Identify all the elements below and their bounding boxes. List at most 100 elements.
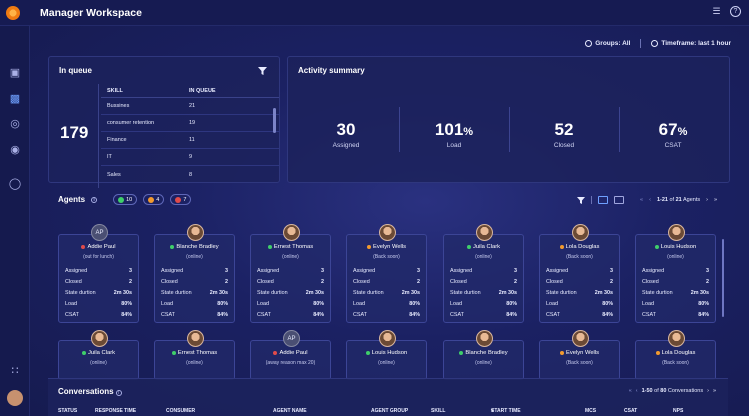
online-count-pill[interactable]: 10 [113, 194, 138, 205]
metric-label: Closed [642, 279, 659, 286]
column-consumer[interactable]: CONSUMER [166, 408, 196, 414]
queue-table-header: SKILL IN QUEUE [101, 84, 279, 98]
avatar [476, 224, 493, 241]
column-agent-name[interactable]: AGENT NAME [273, 408, 307, 414]
metric-label: Closed [546, 279, 563, 286]
team-icon[interactable]: ◉ [10, 143, 20, 156]
prev-page-icon[interactable]: ‹ [635, 388, 638, 394]
profile-icon[interactable]: ◯ [8, 177, 22, 190]
table-row[interactable]: Finance 11 [101, 132, 279, 149]
agent-card[interactable]: Lola Douglas (Back soon) Assigned 3 Closed 2 S… [539, 224, 620, 323]
metric-value: 84% [313, 311, 324, 318]
next-page-icon[interactable]: › [707, 388, 709, 394]
avatar [476, 330, 493, 347]
metric-value: 80% [217, 300, 228, 307]
info-icon[interactable]: i [115, 390, 122, 396]
agent-name-text: Blanche Bradley [465, 350, 508, 356]
status-icon [81, 351, 86, 355]
agent-card[interactable]: Lola Douglas (Back soon) [635, 330, 716, 380]
queue-scrollbar[interactable] [273, 108, 276, 133]
groups-filter[interactable]: Groups: All [585, 40, 630, 47]
stat-csat: 67% CSAT [658, 120, 688, 149]
agent-card[interactable]: Blanche Bradley (online) [443, 330, 524, 380]
online-status-icon [118, 196, 125, 203]
avatar: AP [283, 330, 300, 347]
column-mcs[interactable]: MCS [585, 408, 597, 414]
agent-card[interactable]: Ernest Thomas (online) [154, 330, 235, 380]
metric-value: 80% [409, 300, 420, 307]
agent-card[interactable]: AP Addie Paul (out for lunch) Assigned 3 Clos… [58, 224, 139, 323]
table-row[interactable]: Bussines 21 [101, 98, 279, 115]
metric-label: State durtion [65, 289, 96, 296]
metric-row: Load 80% [65, 298, 132, 309]
agent-card[interactable]: Blanche Bradley (online) Assigned 3 Closed 2 S… [154, 224, 235, 323]
agent-name: Juila Clark [444, 244, 523, 250]
agent-metrics: Assigned 3 Closed 2 State durtion 2m 30s Load 8… [450, 266, 517, 320]
notifications-icon[interactable]: ☰ [712, 6, 721, 16]
metric-row: Assigned 3 [257, 266, 324, 277]
next-page-icon[interactable]: › [706, 197, 708, 203]
away-count-pill[interactable]: 4 [143, 194, 165, 205]
last-page-icon[interactable]: » [713, 197, 717, 203]
agent-card[interactable]: AP Addie Paul (away reason max 20) [250, 330, 331, 380]
conversations-pager: « ‹ 1-50 of 80 Conversations › » [628, 388, 716, 394]
filter-icon[interactable] [258, 67, 267, 75]
agent-status: (Back soon) [566, 254, 593, 260]
agent-card[interactable]: Juila Clark (online) Assigned 3 Closed 2 State… [443, 224, 524, 323]
avatar [91, 330, 108, 347]
metric-row: CSAT 84% [65, 309, 132, 320]
card-view-icon[interactable] [598, 196, 609, 204]
agent-card[interactable]: Evelyn Wells (Back soon) Assigned 3 Closed 2 S… [346, 224, 427, 323]
filter-icon[interactable] [577, 196, 586, 204]
analytics-icon[interactable]: ▩ [9, 92, 21, 105]
app-logo [6, 5, 20, 20]
metric-label: Load [161, 300, 173, 307]
agent-name: Lola Douglas [540, 244, 619, 250]
metric-value: 3 [321, 268, 324, 275]
agent-card[interactable]: Juila Clark (online) [58, 330, 139, 380]
agent-name: Louis Hudson [636, 244, 715, 250]
table-row[interactable]: consumer retention 19 [101, 115, 279, 132]
table-row[interactable]: IT 9 [101, 149, 279, 166]
agent-card[interactable]: Evelyn Wells (Back soon) [539, 330, 620, 380]
metric-row: Assigned 3 [642, 266, 709, 277]
metric-label: Load [257, 300, 269, 307]
apps-grid-icon[interactable]: ∷ [11, 364, 19, 377]
column-agent-group[interactable]: AGENT GROUP [371, 408, 409, 414]
column-skill[interactable]: SKILL [431, 408, 446, 414]
table-row[interactable]: Sales 8 [107, 171, 193, 178]
chat-icon[interactable]: ▣ [9, 66, 21, 79]
agents-scrollbar[interactable] [722, 239, 724, 317]
metric-row: State durtion 2m 30s [450, 288, 517, 299]
last-page-icon[interactable]: » [712, 388, 716, 394]
first-page-icon[interactable]: « [640, 197, 644, 203]
status-icon [655, 351, 660, 355]
timeframe-filter[interactable]: Timeframe: last 1 hour [651, 40, 731, 47]
top-bar: Manager Workspace ☰ ? [0, 0, 749, 26]
column-csat[interactable]: CSAT [624, 408, 638, 414]
away-status-icon [148, 196, 155, 203]
first-page-icon[interactable]: « [628, 388, 632, 394]
agent-card[interactable]: Louis Hudson (online) [346, 330, 427, 380]
activity-summary-panel: Activity summary 30 Assigned 101% Load 5… [287, 56, 730, 183]
metric-label: Assigned [546, 268, 569, 275]
column-nps[interactable]: NPS [673, 408, 684, 414]
busy-count-pill[interactable]: 7 [170, 194, 192, 205]
metric-label: CSAT [353, 311, 367, 318]
in-queue-panel: In queue 179 SKILL IN QUEUE Bussines 21 c… [48, 56, 280, 188]
agent-card[interactable]: Louis Hudson (online) Assigned 3 Closed 2 Stat… [635, 224, 716, 323]
column-status[interactable]: STATUS [58, 408, 78, 414]
info-icon[interactable]: i [91, 196, 98, 203]
table-view-icon[interactable] [614, 196, 625, 204]
metric-row: Assigned 3 [161, 266, 228, 277]
prev-page-icon[interactable]: ‹ [649, 197, 651, 203]
help-icon[interactable]: ? [730, 6, 741, 17]
metric-value: 84% [121, 311, 132, 318]
metric-row: Load 80% [546, 298, 613, 309]
metric-value: 84% [506, 311, 517, 318]
routing-icon[interactable]: ◎ [10, 117, 20, 130]
user-avatar[interactable] [7, 390, 23, 406]
agent-card[interactable]: Ernest Thomas (online) Assigned 3 Closed 2 Sta… [250, 224, 331, 323]
agent-status: (online) [90, 360, 107, 366]
column-response-time[interactable]: RESPONSE TIME [95, 408, 137, 414]
